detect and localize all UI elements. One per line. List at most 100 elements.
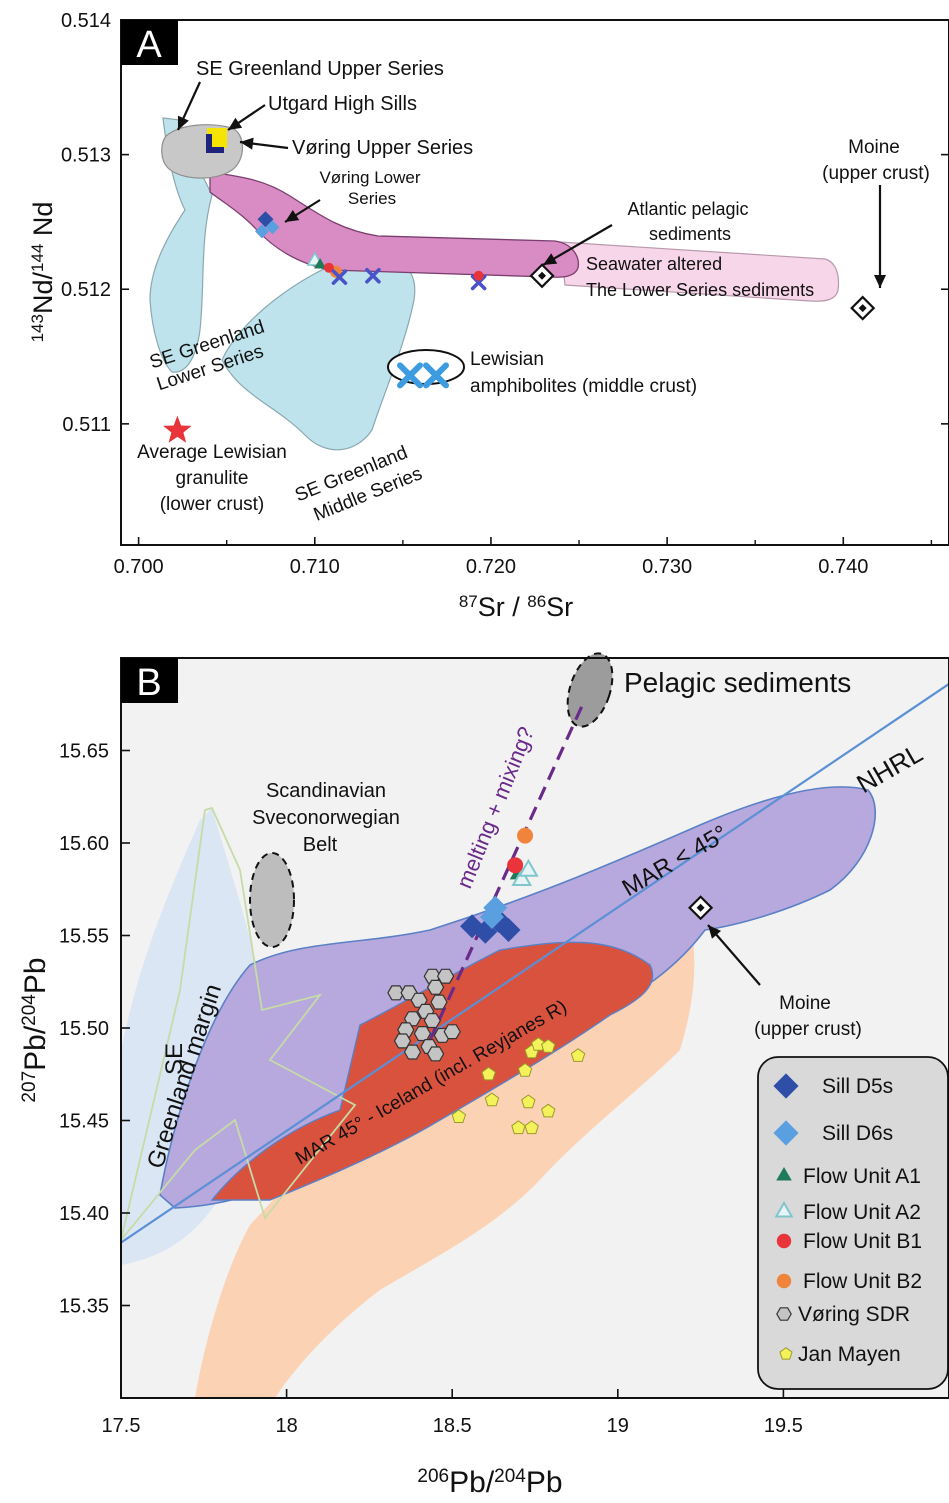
panel-b-flow-unit-b1-point-1 (507, 857, 524, 874)
panel-a-voring-cross-2-b (365, 267, 381, 284)
panel-b-x-axis-label: 206Pb/204Pb (417, 1466, 562, 1500)
label-lewisian-2: amphibolites (middle crust) (470, 376, 697, 397)
panel-b-points (387, 827, 714, 1135)
panel-a-lewisian-cross-2-b (423, 362, 450, 389)
panel-b-v-ring-sdr-point-5 (426, 979, 445, 995)
nhrl-line (120, 682, 949, 1244)
panel-a: 0.700 0.710 0.720 0.730 0.740 0.511 0.512 0.513… (28, 10, 949, 622)
label-pelagic-sediments: Pelagic sediments (624, 667, 851, 698)
region-sveconorwegian-belt-ellipse (249, 852, 295, 948)
panel-b-v-ring-sdr-point-18 (426, 1046, 445, 1062)
region-mar-45-iceland (210, 941, 654, 1201)
legend-label-1: Sill D5s (822, 1075, 893, 1098)
legend-marker-8 (779, 1347, 793, 1360)
panel-a-moine-core (858, 304, 867, 313)
panel-b-flow-unit-a2-point-1 (511, 867, 533, 886)
legend-label-3: Flow Unit A1 (803, 1165, 921, 1188)
panel-b-moine-core (696, 903, 705, 912)
label-se-margin-1: SE (161, 1043, 188, 1075)
panel-a-letter: A (136, 24, 162, 66)
panel-b-ticks: 17.5 18 18.5 19 19.5 15.35 15.40 15.45 15.50 15.5… (59, 741, 803, 1438)
panel-a-sill-d6s-2 (254, 224, 269, 239)
panel-b-jan-mayen-point-2 (484, 1092, 500, 1107)
region-voring-upper-series (206, 134, 224, 153)
panel-b-x-tick-label: 19 (607, 1415, 629, 1437)
panel-b-y-tick-label: 15.40 (59, 1203, 109, 1225)
panel-b-y-axis-label: 207Pb/204Pb (19, 957, 53, 1102)
panel-b-jan-mayen-point-11 (511, 1120, 526, 1135)
legend-marker-4 (774, 1201, 794, 1218)
arrow-moine-a-head (874, 275, 886, 288)
panel-a-sill-d5s (257, 211, 274, 228)
panel-a-voring-cross-2 (365, 267, 381, 284)
arrow-atlantic-pelagic-head (543, 253, 558, 265)
panel-b-flow-unit-a2-point-2 (517, 858, 539, 877)
panel-b-v-ring-sdr-point-10 (423, 1013, 441, 1029)
panel-a-voring-cross-1-b (331, 269, 348, 285)
label-scandinavian-1: Scandinavian (266, 780, 386, 802)
panel-b-jan-mayen-point-9 (521, 1094, 536, 1109)
panel-a-ticks: 0.700 0.710 0.720 0.730 0.740 0.511 0.512 0.513… (61, 10, 949, 578)
label-utgard-high-sills: Utgard High Sills (268, 93, 417, 115)
panel-b-v-ring-sdr-point-14 (443, 1024, 461, 1040)
panel-b-x-tick-label: 18.5 (433, 1415, 472, 1437)
panel-b-jan-mayen-point-12 (524, 1120, 539, 1135)
legend-box (757, 1056, 949, 1390)
label-moine-b-2: (upper crust) (754, 1019, 862, 1040)
legend-label-4: Flow Unit A2 (803, 1201, 921, 1224)
label-average-lewisian-2: granulite (176, 468, 249, 489)
label-scandinavian-3: Belt (303, 834, 338, 856)
panel-b-y-tick-label: 15.65 (59, 741, 109, 763)
region-pelagic-sediments-ellipse (566, 652, 614, 728)
region-sveconorwegian-outline (120, 806, 357, 1241)
panel-a-average-lewisian-star (163, 415, 192, 443)
label-average-lewisian-3: (lower crust) (160, 494, 265, 515)
label-seawater-altered: Seawater altered (586, 254, 722, 274)
panel-a-letter-box (121, 20, 178, 65)
label-voring-upper: Vøring Upper Series (292, 137, 473, 159)
panel-a-x-tick-label: 0.720 (466, 556, 516, 578)
panel-a-sill-d6s (265, 220, 280, 235)
label-voring-lower-1: Vøring Lower (319, 168, 420, 187)
panel-b-jan-mayen-point-1 (451, 1109, 467, 1123)
panel-b-letter-box (121, 658, 178, 703)
legend-marker-6 (776, 1273, 792, 1289)
panel-a-voring-cross-1 (331, 269, 348, 285)
panel-b-x-tick-label: 19.5 (764, 1415, 803, 1437)
panel-b-sill-d6s-point-2 (479, 905, 504, 929)
panel-a-lewisian-cross-2 (423, 362, 450, 389)
arrow-atlantic-pelagic-shaft (542, 224, 613, 266)
panel-a-x-tick-label: 0.740 (818, 556, 868, 578)
arrow-se-greenland-upper-head (177, 115, 189, 130)
panel-b-v-ring-sdr-point-9 (403, 1011, 422, 1027)
panel-b-flow-unit-b2-point-1 (517, 827, 534, 844)
panel-a-flow-unit-a1 (314, 258, 327, 269)
panel-a-y-axis-label: 143Nd/144 Nd (28, 202, 59, 343)
panel-b-regions (120, 652, 949, 1398)
legend-label-2: Sill D6s (822, 1122, 893, 1145)
panel-b-v-ring-sdr-point-1 (387, 985, 405, 1001)
label-scandinavian-2: Sveconorwegian (252, 807, 400, 829)
arrow-moine-b-shaft (707, 924, 761, 986)
panel-b-v-ring-sdr-point-11 (397, 1022, 415, 1038)
region-lower-series-sediments (559, 241, 840, 302)
panel-a-y-tick-label: 0.513 (61, 145, 111, 167)
legend-label-8: Jan Mayen (798, 1343, 901, 1366)
label-se-greenland-upper: SE Greenland Upper Series (196, 58, 444, 80)
panel-a-atlantic-pelagic-core (538, 271, 547, 280)
panel-b-v-ring-sdr-point-17 (403, 1044, 422, 1060)
panel-a-y-tick-label: 0.511 (62, 414, 111, 436)
legend-label-7: Vøring SDR (798, 1303, 910, 1326)
mixing-line (428, 705, 584, 1041)
arrow-voring-lower-head (285, 210, 300, 222)
label-lower-series-sediments: The Lower Series sediments (586, 280, 814, 300)
panel-a-lewisian-cross-1 (397, 362, 424, 389)
panel-b-y-tick-label: 15.55 (59, 926, 109, 948)
arrow-voring-upper-head (240, 137, 254, 150)
panel-a-x-tick-label: 0.730 (642, 556, 692, 578)
panel-a-flow-unit-b1 (473, 270, 484, 281)
arrow-moine-b-head (708, 925, 722, 939)
label-moine-a-1: Moine (848, 137, 900, 158)
legend-marker-7 (776, 1307, 792, 1321)
